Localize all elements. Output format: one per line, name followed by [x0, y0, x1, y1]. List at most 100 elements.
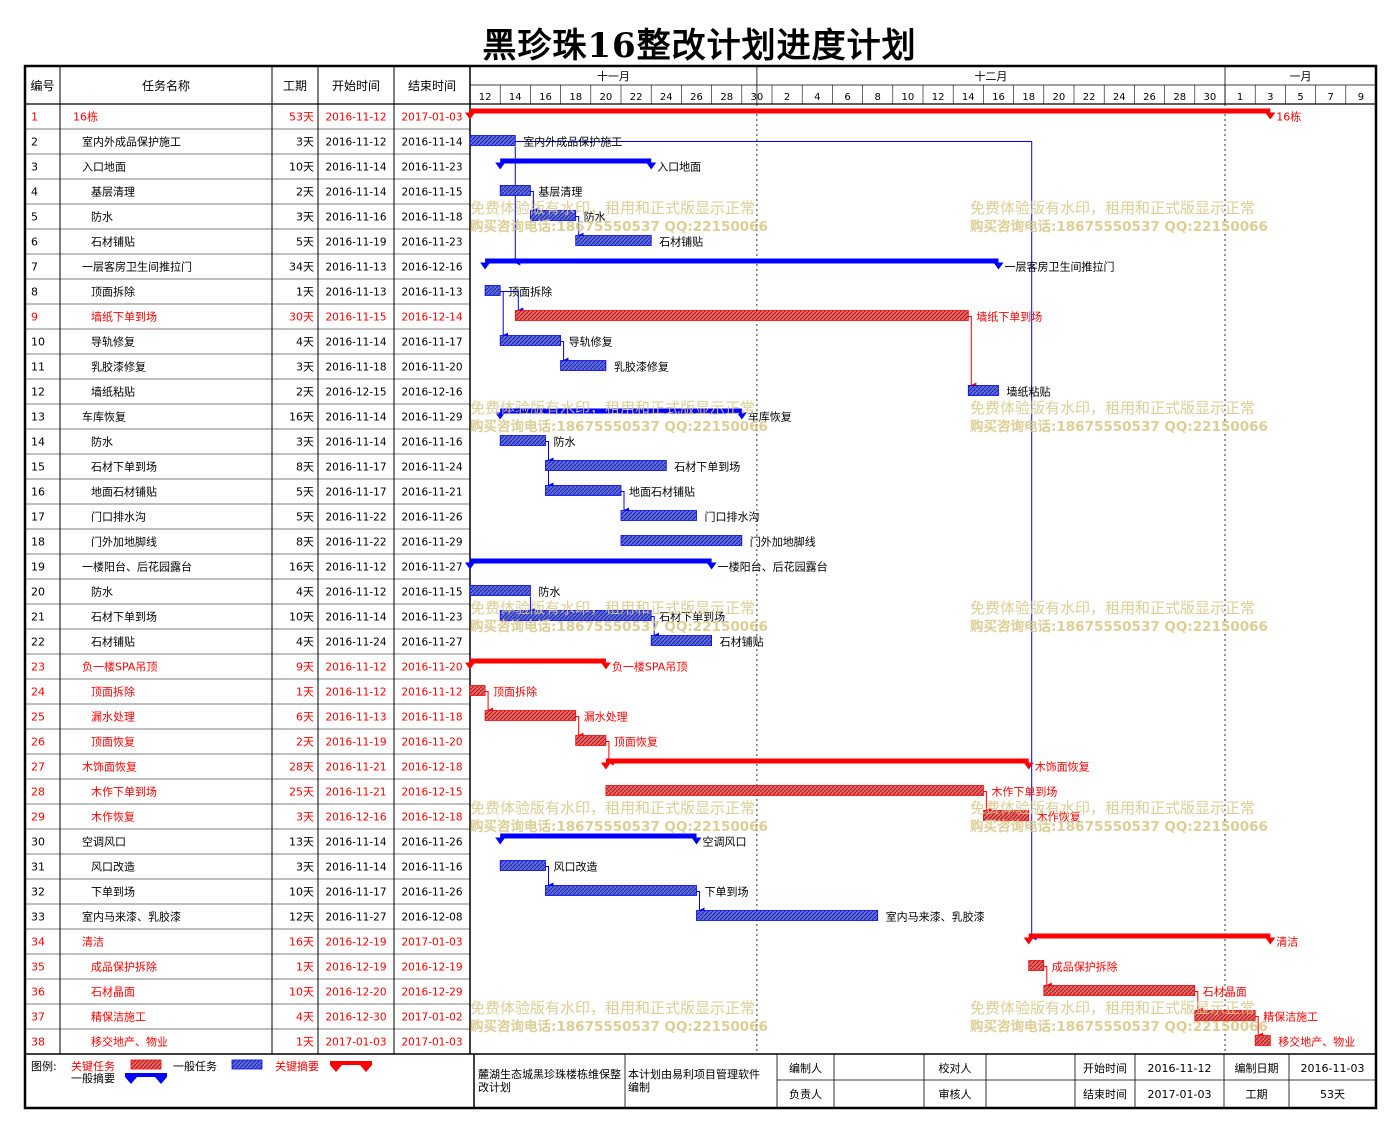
task-bar-label: 漏水处理 [584, 711, 628, 724]
summary-bar [470, 558, 712, 564]
task-end: 2016-12-16 [401, 387, 462, 399]
task-name: 石材铺贴 [91, 635, 135, 649]
summary-bar-end-cap [1265, 937, 1276, 945]
task-name: 漏水处理 [91, 711, 135, 724]
dependency-link [530, 191, 539, 214]
task-id: 15 [31, 461, 45, 474]
task-duration: 1天 [296, 286, 314, 299]
watermark-line-1: 免费体验版有水印，租用和正式版显示正常 [970, 799, 1255, 817]
task-start: 2016-11-19 [325, 237, 386, 249]
task-start: 2016-11-13 [325, 287, 386, 299]
task-id: 9 [31, 311, 38, 324]
task-start: 2016-11-14 [325, 437, 386, 449]
dependency-links [485, 141, 1264, 1039]
task-id: 16 [31, 486, 45, 499]
task-bar-label: 风口改造 [554, 860, 598, 874]
summary-bar-end-cap [600, 662, 611, 670]
task-bar-label: 导轨修复 [569, 335, 613, 349]
day-tick-label: 12 [932, 92, 945, 103]
task-bar-label: 顶面拆除 [493, 685, 537, 699]
day-tick-label: 14 [509, 92, 522, 103]
task-id: 26 [31, 736, 45, 749]
task-duration: 8天 [296, 461, 314, 474]
task-id: 32 [31, 886, 45, 899]
month-label: 一月 [1290, 70, 1312, 83]
task-bar-label: 16栋 [1276, 110, 1301, 124]
task-duration: 28天 [289, 761, 314, 774]
summary-bar-start-cap [465, 662, 475, 670]
task-end: 2016-12-18 [401, 762, 462, 774]
task-end: 2016-11-13 [401, 287, 462, 299]
column-header: 任务名称 [142, 78, 190, 93]
legend-critical-task-label: 关键任务 [71, 1059, 115, 1073]
task-id: 4 [31, 186, 38, 199]
task-id: 30 [31, 836, 45, 849]
footer-owner-label: 负责人 [789, 1087, 822, 1101]
task-bar [469, 585, 531, 596]
task-end: 2016-12-14 [401, 312, 462, 324]
task-duration: 5天 [296, 236, 314, 249]
footer-project-line-2: 改计划 [478, 1080, 511, 1094]
day-tick-label: 1 [1237, 92, 1243, 103]
task-name: 入口地面 [82, 161, 126, 174]
dependency-link [515, 141, 1037, 941]
summary-bar [1028, 933, 1271, 939]
footer-project-line-1: 麓湖生态城黑珍珠楼栋维保整 [478, 1067, 621, 1081]
task-name: 门外加地脚线 [91, 535, 157, 549]
day-tick-label: 6 [844, 92, 850, 103]
task-end: 2016-12-19 [401, 962, 462, 974]
task-end: 2016-11-29 [401, 412, 462, 424]
task-id: 17 [31, 511, 45, 524]
task-name: 室内马来漆、乳胶漆 [82, 910, 181, 924]
task-start: 2016-11-18 [325, 362, 386, 374]
task-start: 2016-11-24 [325, 637, 386, 649]
task-start: 2016-11-17 [325, 462, 386, 474]
task-start: 2016-11-12 [325, 662, 386, 674]
task-end: 2016-11-24 [401, 462, 462, 474]
summary-bar-end-cap [736, 412, 747, 420]
task-duration: 13天 [289, 836, 314, 849]
task-bar [1028, 960, 1045, 971]
footer-editor-label: 编制人 [789, 1061, 822, 1075]
task-end: 2016-11-26 [401, 887, 462, 899]
task-end: 2016-12-16 [401, 262, 462, 274]
dependency-link [968, 316, 977, 389]
task-bar-label: 一层客房卫生间推拉门 [1005, 260, 1115, 274]
task-name: 石材下单到场 [91, 610, 157, 624]
day-tick-label: 20 [1053, 92, 1066, 103]
summary-bar [470, 658, 606, 664]
task-end: 2016-11-12 [401, 687, 462, 699]
task-start: 2016-11-14 [325, 612, 386, 624]
task-end: 2016-11-18 [401, 212, 462, 224]
day-tick-label: 24 [1113, 92, 1126, 103]
dependency-link [545, 866, 554, 889]
task-start: 2016-12-30 [325, 1012, 386, 1024]
task-bar-label: 石材铺贴 [720, 635, 764, 649]
dependency-link [1043, 966, 1052, 989]
task-name: 基层清理 [91, 186, 135, 199]
summary-bar-end-cap [1023, 762, 1034, 770]
column-header: 开始时间 [332, 79, 380, 93]
task-name: 门口排水沟 [91, 510, 146, 524]
task-start: 2016-11-13 [325, 712, 386, 724]
task-id: 1 [31, 111, 38, 124]
task-bar [650, 635, 713, 646]
task-name: 木作恢复 [91, 810, 135, 824]
dependency-link [621, 491, 629, 514]
task-bar-label: 门外加地脚线 [750, 535, 816, 549]
task-duration: 9天 [296, 661, 314, 674]
task-bar-label: 防水 [538, 585, 560, 599]
task-start: 2016-11-22 [325, 512, 386, 524]
task-duration: 3天 [296, 811, 314, 824]
task-bar-label: 石材下单到场 [674, 460, 740, 474]
summary-bar [500, 158, 652, 164]
task-duration: 25天 [289, 786, 314, 799]
task-id: 33 [31, 911, 45, 924]
watermark-line-1: 免费体验版有水印，租用和正式版显示正常 [970, 399, 1255, 417]
task-duration: 10天 [289, 161, 314, 174]
task-name: 顶面恢复 [91, 735, 135, 749]
task-end: 2016-11-15 [401, 587, 462, 599]
task-duration: 1天 [296, 1036, 314, 1049]
day-tick-label: 28 [1173, 92, 1186, 103]
